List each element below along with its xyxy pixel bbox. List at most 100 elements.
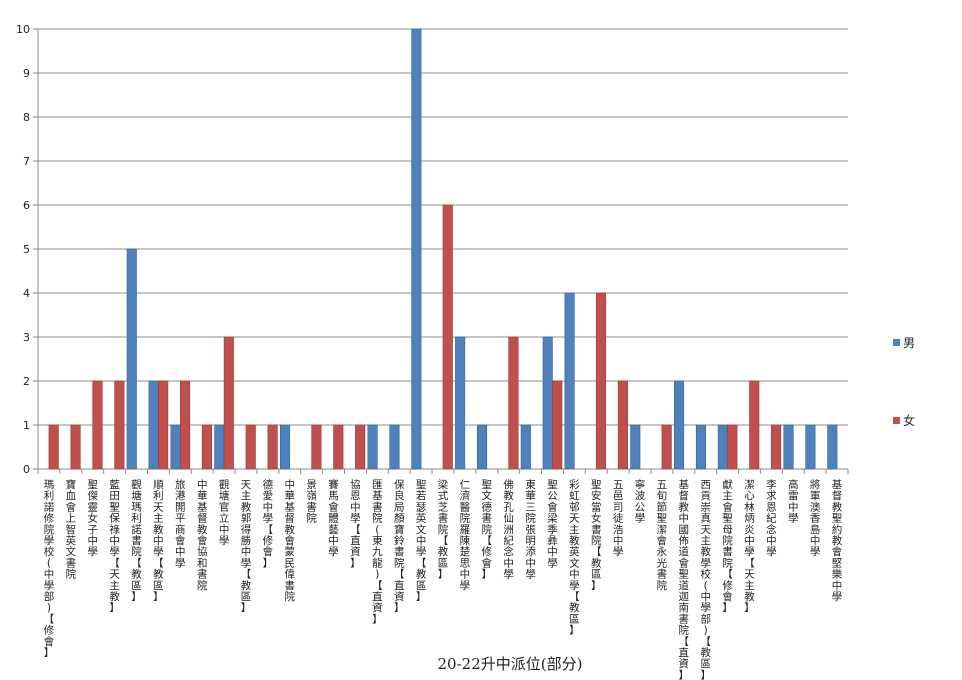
- bar-female: [442, 204, 453, 470]
- bar-female: [114, 380, 125, 470]
- category-label: 潔心林炳炎中學【天主教】: [744, 478, 755, 614]
- bar-male: [674, 380, 685, 470]
- category-label: 獻主會聖母院書院【修會】: [722, 478, 733, 614]
- category-label: 高雷中學: [788, 478, 799, 525]
- bar-female: [552, 380, 563, 470]
- category-label: 基督教聖約教會堅樂中學: [832, 478, 843, 603]
- bar-male: [630, 424, 641, 470]
- category-label: 順利天主教中學【教區】: [153, 479, 164, 603]
- y-tick-label: 7: [23, 155, 30, 168]
- bar-male: [367, 424, 378, 470]
- bar-male: [783, 424, 794, 470]
- category-label: 西貢崇真天主教學校(中學部)【教區】: [700, 479, 711, 680]
- y-tick-label: 0: [23, 463, 30, 476]
- category-label: 佛教孔仙洲紀念中學: [503, 478, 514, 581]
- category-label: 藍田聖保祿中學【天主教】: [109, 478, 120, 614]
- y-tick-label: 8: [23, 111, 30, 124]
- y-tick-label: 3: [23, 331, 30, 344]
- category-label: 五旬節聖潔會永光書院: [657, 479, 668, 592]
- bar-male: [564, 292, 575, 470]
- category-label: 聖文德書院【修會】: [482, 479, 493, 581]
- category-labels: 瑪利諾修院學校(中學部)【修會】寶血會上智英文書院聖傑靈女子中學藍田聖保祿中學【…: [44, 478, 843, 680]
- category-label: 聖公會梁季彝中學: [547, 479, 558, 569]
- category-label: 天主教郭得勝中學【教區】: [241, 479, 252, 614]
- category-label: 梁式芝書院【教區】: [438, 478, 449, 581]
- category-label: 彩虹邨天主教英文中學【教區】: [569, 479, 580, 637]
- bars: [48, 28, 838, 470]
- category-label: 觀塘官立中學: [219, 479, 230, 547]
- bar-male: [476, 424, 488, 470]
- bar-male: [695, 424, 707, 470]
- category-label: 中華基督教會協和書院: [197, 478, 208, 592]
- category-label: 瑪利諾修院學校(中學部)【修會】: [44, 479, 55, 659]
- bar-female: [48, 424, 59, 470]
- bar-male: [520, 424, 531, 470]
- category-label: 寧波公學: [635, 478, 646, 525]
- bar-male: [214, 424, 225, 470]
- category-label: 寶血會上智英文書院: [66, 478, 77, 581]
- bar-female: [749, 380, 760, 470]
- bar-female: [245, 424, 256, 470]
- y-tick-label: 5: [23, 243, 30, 256]
- bar-female: [771, 424, 782, 470]
- bar-male: [126, 248, 137, 470]
- bar-female: [179, 380, 191, 470]
- bar-female: [70, 424, 81, 470]
- bar-female: [92, 380, 103, 470]
- bar-female: [201, 424, 212, 470]
- legend-swatch: [893, 417, 900, 424]
- bar-male: [717, 424, 728, 470]
- category-label: 將軍澳香島中學: [810, 478, 821, 558]
- y-tick-label: 9: [23, 67, 30, 80]
- category-label: 保良局顏寶鈴書院【直資】: [394, 478, 405, 614]
- legend: 男女: [893, 336, 915, 428]
- legend-label: 女: [903, 413, 915, 428]
- bar-female: [595, 292, 607, 470]
- bar-male: [827, 424, 838, 470]
- category-label: 德愛中學【修會】: [263, 478, 274, 569]
- category-label: 基督教中國佈道會聖道迦南書院【直資】: [679, 478, 690, 680]
- y-tick-labels: 0 1 2 3 4 5 6 7 8 9 10: [16, 23, 30, 476]
- bar-female: [508, 336, 519, 470]
- bar-female: [158, 380, 169, 470]
- category-label: 李求恩紀念中學: [766, 478, 777, 558]
- bar-male: [411, 28, 422, 470]
- y-tick-label: 1: [23, 419, 30, 432]
- y-tick-label: 6: [23, 199, 30, 212]
- category-label: 觀塘瑪利諾書院【教區】: [131, 479, 142, 603]
- y-tick-label: 2: [23, 375, 30, 388]
- bar-male: [389, 424, 400, 470]
- bar-female: [617, 380, 628, 470]
- bar-male: [455, 336, 466, 470]
- category-label: 協恩中學【直資】: [350, 478, 361, 569]
- y-tick-label: 4: [23, 287, 30, 300]
- category-label: 聖若瑟英文中學【教區】: [416, 479, 427, 603]
- bar-male: [170, 424, 181, 470]
- bar-female: [355, 424, 366, 470]
- bar-female: [661, 424, 672, 470]
- category-label: 仁濟醫院羅陳楚思中學: [460, 479, 471, 592]
- bar-female: [267, 424, 278, 470]
- legend-label: 男: [903, 336, 915, 350]
- category-label: 賽馬會體藝中學: [328, 478, 339, 558]
- category-label: 景嶺書院: [306, 479, 317, 525]
- category-label: 聖傑靈女子中學: [87, 479, 98, 558]
- category-label: 匯基書院(東九龍)【直資】: [372, 479, 383, 625]
- category-label: 旅港開平商會中學: [175, 478, 186, 569]
- legend-swatch: [893, 339, 900, 346]
- y-tick-label: 10: [16, 23, 30, 36]
- bar-male: [805, 424, 816, 470]
- bar-female: [333, 424, 344, 470]
- category-label: 東華三院張明添中學: [525, 478, 536, 581]
- bar-female: [223, 336, 234, 470]
- bar-male: [148, 380, 159, 470]
- bar-male: [279, 424, 291, 470]
- category-label: 中華基督教會蒙民偉書院: [285, 478, 296, 603]
- bar-female: [311, 424, 322, 470]
- category-label: 聖安當女書院【教區】: [591, 479, 602, 592]
- bar-female: [727, 424, 738, 470]
- bar-male: [542, 336, 553, 470]
- x-axis-label: 20-22升中派位(部分): [438, 655, 583, 673]
- category-label: 五邑司徒浩中學: [613, 479, 624, 558]
